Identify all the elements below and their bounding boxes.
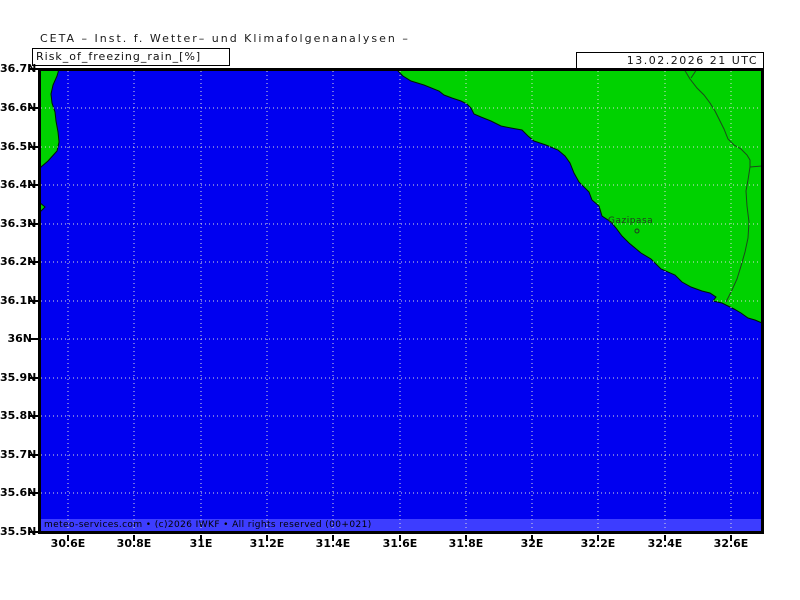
x-axis-label: 31.2E xyxy=(249,537,285,550)
lat-lon-grid xyxy=(41,71,761,532)
y-axis-label: 36.1N xyxy=(0,294,37,307)
y-axis-label: 35.5N xyxy=(0,525,37,538)
land-mainland xyxy=(394,68,763,324)
variable-label: Risk_of_freezing_rain_[%] xyxy=(36,50,202,63)
city-marker-gazipasa xyxy=(634,228,640,234)
y-axis-label: 36.3N xyxy=(0,217,37,230)
x-axis-label: 31.6E xyxy=(382,537,418,550)
page-title: CETA – Inst. f. Wetter– und Klimafolgena… xyxy=(40,32,410,45)
y-axis-label: 35.7N xyxy=(0,448,37,461)
watermark-text: meteo-services.com • (c)2026 IWKF • All … xyxy=(44,520,372,530)
grid-horizontal-lines xyxy=(41,107,761,494)
admin-border-line xyxy=(683,68,751,167)
x-axis-label: 32.6E xyxy=(713,537,749,550)
x-axis-label: 30.6E xyxy=(50,537,86,550)
x-axis-label: 30.8E xyxy=(116,537,152,550)
y-axis-ticks xyxy=(30,68,38,533)
datetime-label: 13.02.2026 21 UTC xyxy=(626,54,758,67)
x-axis-label: 32.2E xyxy=(580,537,616,550)
y-axis-label: 36.2N xyxy=(0,255,37,268)
y-axis-label: 36.7N xyxy=(0,62,37,75)
y-axis-label: 35.8N xyxy=(0,409,37,422)
variable-box xyxy=(32,48,230,66)
x-axis-label: 31E xyxy=(189,537,213,550)
x-axis-label: 32.4E xyxy=(647,537,683,550)
y-axis-label: 36.6N xyxy=(0,101,37,114)
map-border xyxy=(38,68,764,534)
axis-ticks xyxy=(30,68,732,541)
x-axis-label: 31.4E xyxy=(315,537,351,550)
admin-border-branch-east xyxy=(749,165,763,168)
x-axis-ticks xyxy=(67,535,732,541)
x-axis-label: 31.8E xyxy=(448,537,484,550)
x-axis-label: 32E xyxy=(520,537,544,550)
watermark-bar xyxy=(41,519,761,532)
land-west-coast xyxy=(38,68,60,172)
place-label-gazipasa: Gazipasa xyxy=(608,216,654,226)
y-axis-label: 36N xyxy=(7,332,32,345)
y-axis-label: 36.5N xyxy=(0,140,37,153)
y-axis-label: 35.6N xyxy=(0,486,37,499)
y-axis-label: 35.9N xyxy=(0,371,37,384)
y-axis-label: 36.4N xyxy=(0,178,37,191)
